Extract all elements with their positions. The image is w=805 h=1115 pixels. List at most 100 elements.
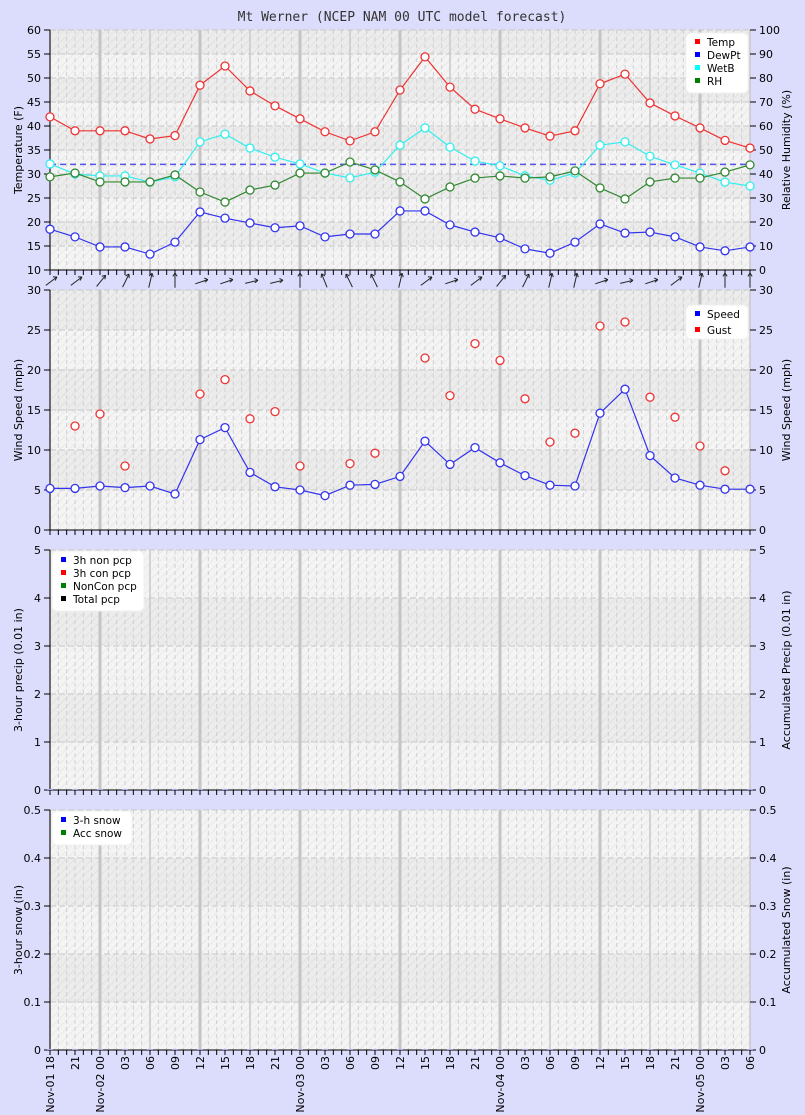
x-tick-label: 06 [544, 1056, 557, 1070]
y-tick-left: 10 [27, 264, 41, 277]
data-point [345, 173, 355, 183]
data-point [220, 374, 230, 385]
data-point [570, 481, 580, 491]
data-point [245, 414, 255, 424]
panel-precip: 0 1 2 3 4 5 0 1 2 3 4 5 3-hour precip (0.01 in) Accum… [12, 544, 793, 797]
y-tick-left: 5 [34, 544, 41, 557]
x-tick-label: 06 [344, 1056, 357, 1070]
data-point [245, 185, 255, 195]
y-tick-left: 0.4 [24, 852, 42, 865]
data-point [495, 458, 505, 468]
data-point [220, 129, 230, 139]
y-tick-left: 45 [27, 96, 41, 109]
data-point [320, 232, 330, 242]
y-tick-left: 30 [27, 168, 41, 181]
data-point [645, 392, 655, 402]
wind-arrow-icon [70, 276, 83, 286]
y-tick-right: 5 [759, 484, 766, 497]
y-tick-left: 10 [27, 444, 41, 457]
data-point [170, 489, 180, 499]
wind-arrow-icon [548, 273, 553, 288]
data-point [745, 181, 755, 191]
y-tick-left: 35 [27, 144, 41, 157]
data-point [270, 180, 280, 190]
y-tick-right: 10 [759, 444, 773, 457]
legend-swatch [61, 557, 66, 562]
data-point [295, 221, 305, 231]
data-point [595, 321, 605, 331]
legend-swatch [695, 311, 700, 316]
wind-arrow-icon [45, 276, 58, 286]
data-point [120, 242, 130, 252]
legend-swatch [61, 570, 66, 575]
x-tick-label: 15 [419, 1056, 432, 1070]
data-point [545, 437, 555, 447]
data-point [720, 246, 730, 256]
legend-label: Total pcp [72, 594, 120, 606]
data-point [670, 111, 680, 121]
x-tick-label: Nov-03 00 [294, 1056, 307, 1113]
y-tick-right: 90 [759, 48, 773, 61]
data-point [220, 61, 230, 71]
data-point [645, 177, 655, 187]
data-point [270, 482, 280, 492]
data-point [270, 406, 280, 417]
y-tick-right: 50 [759, 144, 773, 157]
y-tick-right: 10 [759, 240, 773, 253]
data-point [170, 170, 180, 180]
data-point [120, 177, 130, 187]
y-tick-left: 5 [34, 484, 41, 497]
data-point [95, 177, 105, 187]
data-point [695, 480, 705, 490]
data-point [645, 450, 655, 461]
x-tick-label: 12 [194, 1056, 207, 1070]
data-point [370, 448, 380, 458]
data-point [420, 206, 430, 216]
data-point [445, 82, 455, 92]
data-point [120, 461, 130, 471]
series-speed [45, 384, 755, 501]
data-point [645, 151, 655, 161]
data-point [620, 69, 630, 79]
data-point [745, 242, 755, 252]
y-tick-right: 5 [759, 544, 766, 557]
data-point [395, 206, 405, 216]
data-point [645, 227, 655, 237]
y-tick-left: 0.2 [24, 948, 42, 961]
data-point [470, 442, 480, 453]
legend-label: 3h non pcp [73, 555, 132, 567]
y-tick-left: 0.3 [24, 900, 42, 913]
wind-arrow-icon [148, 273, 153, 288]
data-point [695, 441, 705, 451]
wind-arrow-icon [670, 276, 683, 286]
data-point [395, 140, 405, 150]
data-point [445, 459, 455, 470]
data-point [145, 177, 155, 187]
y-tick-right: 3 [759, 640, 766, 653]
data-point [345, 458, 355, 469]
x-tick-label: 12 [594, 1056, 607, 1070]
y-tick-right: 0.1 [759, 996, 777, 1009]
data-point [495, 161, 505, 171]
panel-wind: 0 5 10 15 20 25 30 0 5 10 15 20 25 30 Wind Speed (mph)… [12, 272, 793, 537]
data-point [595, 408, 605, 418]
y-tick-right: 4 [759, 592, 766, 605]
data-point [195, 434, 205, 445]
data-point [95, 242, 105, 252]
data-point [370, 127, 380, 137]
panel-snow: 0 0.1 0.2 0.3 0.4 0.5 0 0.1 0.2 0.3 0.4 0.5 3-hour s… [12, 804, 793, 1057]
data-point [570, 166, 580, 176]
data-point [520, 173, 530, 183]
legend-label: Temp [706, 37, 735, 49]
y-tick-right: 20 [759, 216, 773, 229]
data-point [345, 136, 355, 146]
y-tick-right: 20 [759, 364, 773, 377]
wind-arrow-icon [370, 273, 378, 288]
data-point [45, 112, 55, 122]
y-tick-left: 30 [27, 284, 41, 297]
y-tick-left: 15 [27, 404, 41, 417]
wind-arrow-icon [420, 276, 433, 286]
legend-label: WetB [707, 63, 735, 75]
